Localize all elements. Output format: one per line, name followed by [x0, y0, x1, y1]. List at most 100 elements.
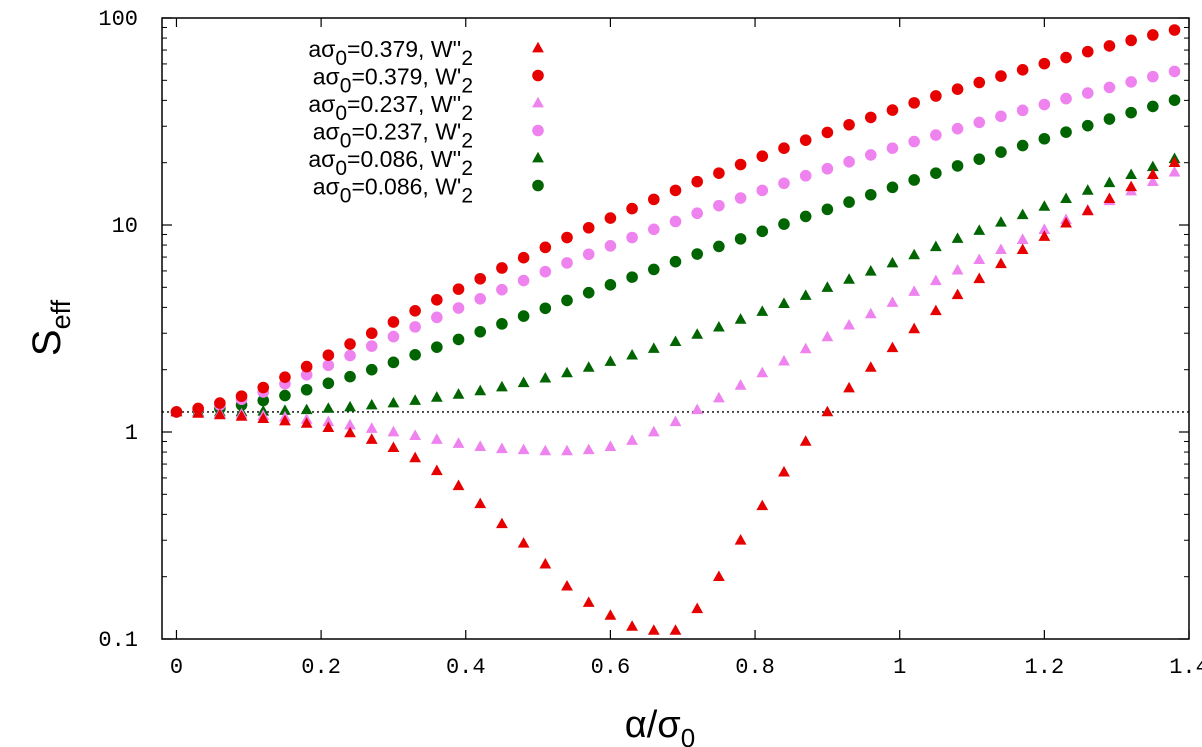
legend-label: aσ0=0.237, W''2 — [308, 91, 473, 125]
data-point — [843, 319, 855, 330]
data-point — [778, 297, 790, 308]
data-point — [582, 443, 595, 455]
data-point — [886, 181, 899, 194]
legend-entry: aσ0=0.086, W''2 — [308, 146, 544, 180]
legend-label-sub: 2 — [461, 102, 473, 125]
data-point — [713, 167, 725, 179]
data-point — [474, 440, 487, 451]
legend-marker — [532, 41, 544, 53]
data-point — [1081, 119, 1094, 132]
x-tick-label: 0.2 — [301, 655, 341, 680]
data-point — [322, 349, 335, 361]
data-point — [669, 184, 682, 197]
data-point — [1060, 192, 1072, 204]
x-ticks: 0 0.2 0.4 0.6 0.8 1 1.2 1.4 — [170, 18, 1202, 680]
data-point — [235, 390, 248, 402]
data-point — [517, 376, 530, 388]
data-point — [344, 426, 356, 438]
data-point — [1060, 126, 1072, 138]
data-point — [864, 149, 877, 161]
data-point — [344, 349, 356, 362]
legend-label-part: aσ — [313, 64, 340, 90]
data-point — [214, 397, 226, 409]
data-point — [496, 517, 508, 529]
data-point — [344, 338, 356, 350]
data-point — [1060, 51, 1072, 64]
data-point — [1081, 45, 1094, 58]
data-point — [908, 322, 921, 334]
data-point — [951, 83, 964, 95]
y-axis-title-main: S — [25, 329, 69, 356]
data-point — [756, 366, 769, 378]
data-point — [539, 241, 552, 254]
data-point — [279, 414, 291, 426]
data-point — [1125, 76, 1137, 88]
data-point — [886, 341, 899, 353]
data-point — [1168, 94, 1181, 106]
legend-marker — [532, 151, 544, 163]
data-point — [951, 288, 964, 300]
data-point — [864, 111, 877, 124]
data-point — [431, 294, 443, 306]
data-point — [430, 464, 443, 476]
data-point — [821, 330, 834, 342]
data-point — [604, 609, 617, 620]
x-axis-title-main: α/σ — [625, 704, 681, 746]
data-point — [539, 302, 552, 315]
data-point — [322, 421, 335, 432]
data-point — [1147, 70, 1159, 83]
data-point — [517, 310, 530, 322]
data-point — [561, 444, 573, 456]
data-point — [886, 296, 899, 307]
data-point — [691, 175, 703, 188]
legend-label: aσ0=0.086, W'2 — [313, 174, 473, 208]
data-point — [669, 415, 682, 427]
data-point — [387, 396, 400, 408]
data-point — [843, 196, 855, 208]
data-point — [821, 162, 834, 175]
data-point — [300, 368, 313, 381]
data-point — [409, 451, 422, 463]
data-point — [431, 311, 443, 324]
data-point — [756, 225, 769, 238]
data-point — [626, 620, 638, 631]
data-point — [669, 335, 682, 347]
data-point — [1103, 40, 1116, 52]
x-tick-label: 0.8 — [735, 655, 775, 680]
legend-label-sub: 0 — [340, 185, 352, 208]
data-point — [778, 142, 790, 154]
data-point — [1016, 104, 1029, 117]
data-point — [474, 497, 487, 509]
data-point — [539, 265, 552, 278]
data-point — [1125, 34, 1137, 47]
data-point — [1016, 233, 1029, 244]
data-point — [930, 90, 942, 102]
data-point — [387, 441, 400, 453]
data-point — [452, 388, 465, 399]
data-point — [582, 248, 595, 261]
data-point — [626, 434, 638, 445]
data-point — [517, 274, 530, 287]
plot-frame — [161, 17, 1190, 640]
data-point — [452, 333, 465, 346]
x-axis-title-sub: 0 — [681, 723, 695, 747]
data-point — [582, 286, 595, 299]
legend-label: aσ0=0.379, W'2 — [313, 64, 473, 98]
data-point — [843, 155, 855, 168]
data-point — [908, 135, 920, 148]
data-point — [430, 433, 443, 444]
y-axis-title-sub: eff — [46, 299, 76, 329]
x-tick-label: 1 — [893, 655, 906, 680]
data-point — [973, 253, 986, 265]
legend-label-sub: 2 — [461, 47, 473, 70]
data-point — [799, 435, 812, 446]
data-point — [973, 116, 986, 129]
data-point — [713, 570, 725, 582]
data-point — [1016, 139, 1029, 152]
data-point — [1168, 156, 1181, 168]
data-point — [582, 596, 595, 607]
data-point — [1038, 57, 1051, 70]
data-point — [864, 188, 877, 201]
legend-label-part: aσ — [308, 91, 335, 117]
